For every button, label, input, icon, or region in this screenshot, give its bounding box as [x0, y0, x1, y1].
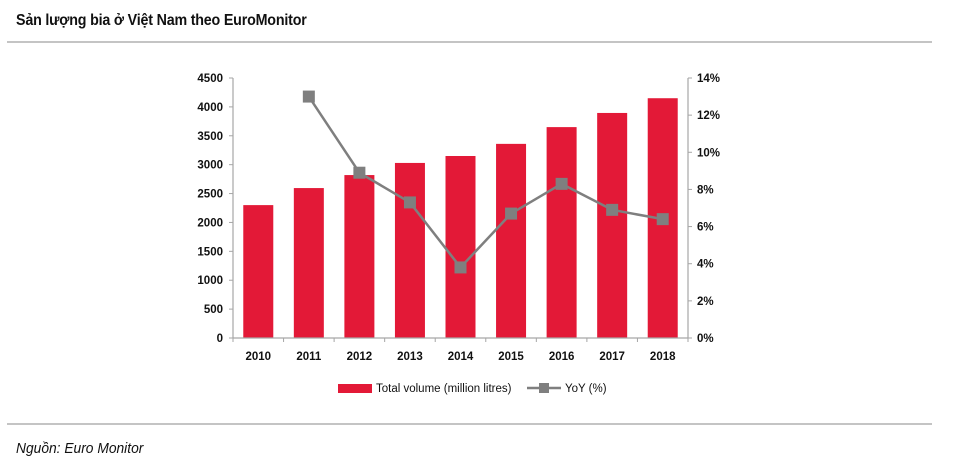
right-tick-label: 10%: [697, 147, 720, 159]
yoy-marker-2015: [505, 207, 518, 220]
x-tick-label: 2013: [397, 351, 423, 363]
x-tick-label: 2018: [650, 351, 676, 363]
x-tick-label: 2015: [498, 351, 524, 363]
x-tick-label: 2012: [347, 351, 373, 363]
legend: Total volume (million litres) YoY (%): [338, 383, 607, 395]
left-tick-label: 1500: [197, 246, 223, 258]
left-tick-label: 0: [217, 333, 223, 345]
yoy-marker-2017: [606, 203, 619, 216]
bar-2016: [546, 127, 577, 338]
yoy-line: [307, 95, 663, 270]
legend-swatch-volume: [338, 384, 372, 393]
bar-2012: [344, 175, 375, 338]
line-series: [302, 90, 669, 274]
yoy-marker-2013: [403, 196, 416, 209]
yoy-marker-2011: [302, 90, 315, 103]
legend-marker-yoy: [539, 383, 549, 393]
yoy-marker-2016: [555, 177, 568, 190]
left-tick-label: 4500: [197, 73, 223, 85]
left-tick-label: 3000: [197, 160, 223, 172]
yoy-marker-2012: [353, 166, 366, 179]
bar-2013: [394, 162, 425, 338]
source-note: Nguồn: Euro Monitor: [16, 440, 144, 457]
x-tick-label: 2010: [245, 351, 271, 363]
title-divider: [7, 41, 932, 43]
yoy-marker-2018: [656, 213, 669, 226]
bar-series: [243, 98, 678, 338]
x-tick-label: 2014: [448, 351, 474, 363]
bar-2011: [293, 188, 324, 338]
bar-2010: [243, 205, 274, 338]
left-tick-label: 1000: [197, 275, 223, 287]
bar-2014: [445, 156, 476, 338]
axes: 0 500 1000 1500 2000 2500 3000 3500 4000 4500 0% 2%…: [197, 73, 720, 363]
x-tick-label: 2016: [549, 351, 575, 363]
right-tick-label: 4%: [697, 259, 714, 271]
left-tick-label: 2000: [197, 217, 223, 229]
right-tick-label: 8%: [697, 184, 714, 196]
right-tick-label: 6%: [697, 222, 714, 234]
left-tick-label: 500: [204, 304, 223, 316]
bar-2017: [597, 112, 628, 338]
x-tick-label: 2017: [599, 351, 625, 363]
bar-2015: [496, 143, 527, 338]
right-tick-label: 12%: [697, 110, 720, 122]
legend-label-yoy: YoY (%): [565, 383, 607, 395]
x-tick-label: 2011: [296, 351, 322, 363]
left-tick-label: 2500: [197, 189, 223, 201]
source-divider: [7, 423, 932, 425]
left-tick-label: 4000: [197, 102, 223, 114]
right-tick-label: 2%: [697, 296, 714, 308]
right-tick-label: 0%: [697, 333, 714, 345]
page-title: Sản lượng bia ở Việt Nam theo EuroMonito…: [16, 12, 307, 29]
left-tick-label: 3500: [197, 131, 223, 143]
right-tick-label: 14%: [697, 73, 720, 85]
yoy-marker-2014: [454, 261, 467, 274]
legend-label-volume: Total volume (million litres): [376, 383, 512, 395]
